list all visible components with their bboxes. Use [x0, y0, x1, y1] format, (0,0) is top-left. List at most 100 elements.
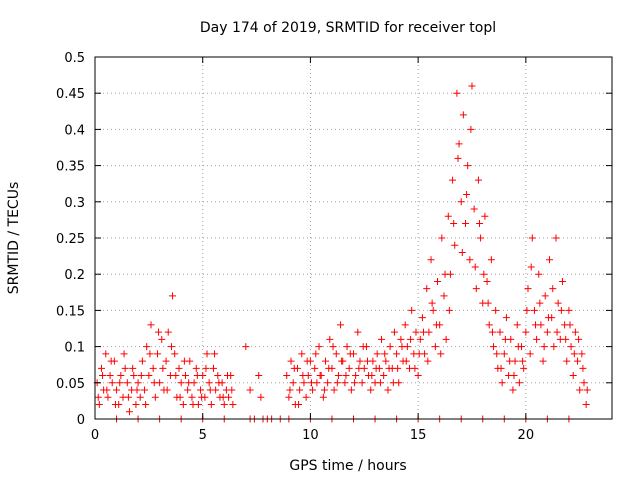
data-point	[397, 335, 405, 343]
data-point	[497, 364, 505, 372]
data-point	[427, 256, 435, 264]
data-point	[94, 393, 102, 401]
data-point	[228, 386, 236, 394]
data-point	[120, 350, 128, 358]
data-point	[364, 357, 372, 365]
data-point	[470, 205, 478, 213]
data-point	[172, 372, 180, 380]
data-point	[137, 372, 145, 380]
data-point	[307, 379, 315, 387]
data-point	[513, 321, 521, 329]
data-point	[438, 234, 446, 242]
data-point	[107, 357, 115, 365]
data-point	[441, 270, 449, 278]
data-point	[334, 372, 342, 380]
data-point	[147, 321, 155, 329]
data-point	[416, 335, 424, 343]
data-point	[223, 372, 231, 380]
data-point	[550, 343, 558, 351]
data-point	[434, 277, 442, 285]
data-point	[337, 321, 345, 329]
data-point	[411, 364, 419, 372]
data-point	[429, 306, 437, 314]
data-point	[103, 386, 111, 394]
data-point	[488, 328, 496, 336]
data-point	[535, 270, 543, 278]
y-tick-label: 0.45	[56, 87, 85, 102]
data-point	[420, 328, 428, 336]
data-point	[129, 364, 137, 372]
data-point	[343, 343, 351, 351]
data-point	[567, 343, 575, 351]
data-point	[145, 372, 153, 380]
data-point	[351, 379, 359, 387]
data-point	[428, 299, 436, 307]
data-point	[246, 386, 254, 394]
data-point	[211, 350, 219, 358]
data-point	[354, 328, 362, 336]
data-point	[376, 379, 384, 387]
y-tick-label: 0.05	[56, 377, 85, 392]
data-point	[566, 321, 574, 329]
data-point	[285, 393, 293, 401]
data-point	[142, 401, 150, 409]
data-point	[496, 328, 504, 336]
data-point	[522, 328, 530, 336]
data-point	[179, 401, 187, 409]
data-point	[300, 379, 308, 387]
data-point	[382, 357, 390, 365]
data-point	[523, 306, 531, 314]
data-point	[121, 364, 129, 372]
x-tick-label: 10	[302, 428, 319, 443]
data-point	[553, 328, 561, 336]
data-point	[442, 335, 450, 343]
data-point	[332, 350, 340, 358]
data-point	[175, 364, 183, 372]
data-point	[462, 220, 470, 228]
data-point	[197, 386, 205, 394]
data-point	[229, 401, 237, 409]
data-point	[562, 335, 570, 343]
data-point	[352, 372, 360, 380]
data-point	[431, 343, 439, 351]
data-point	[214, 372, 222, 380]
x-tick-label: 20	[518, 428, 535, 443]
data-point	[480, 270, 488, 278]
data-point	[578, 350, 586, 358]
data-point	[468, 82, 476, 90]
data-point	[401, 321, 409, 329]
data-point	[381, 350, 389, 358]
data-point	[315, 343, 323, 351]
data-point	[171, 350, 179, 358]
data-point	[384, 386, 392, 394]
data-point	[580, 379, 588, 387]
data-point	[111, 401, 119, 409]
data-point	[500, 350, 508, 358]
data-point	[329, 343, 337, 351]
data-point	[527, 263, 535, 271]
data-point	[155, 328, 163, 336]
data-point	[125, 408, 133, 416]
data-point	[449, 176, 457, 184]
data-point	[358, 379, 366, 387]
data-point	[546, 256, 554, 264]
data-point	[558, 277, 566, 285]
y-tick-label: 0.5	[64, 51, 85, 66]
data-point	[472, 285, 480, 293]
y-tick-labels: 0 0.05 0.1 0.15 0.2 0.25 0.3 0.35 0.4 0.45 0.5	[56, 51, 85, 428]
data-point	[554, 299, 562, 307]
data-point	[205, 379, 213, 387]
data-point	[506, 357, 514, 365]
data-point	[356, 357, 364, 365]
data-point	[207, 401, 215, 409]
data-point	[346, 350, 354, 358]
y-tick-label: 0.4	[64, 123, 85, 138]
data-point	[136, 393, 144, 401]
data-point	[116, 379, 124, 387]
data-point	[440, 292, 448, 300]
data-point	[95, 401, 103, 409]
data-point	[458, 248, 466, 256]
data-point	[451, 241, 459, 249]
data-point	[393, 350, 401, 358]
y-tick-label: 0	[77, 413, 85, 428]
